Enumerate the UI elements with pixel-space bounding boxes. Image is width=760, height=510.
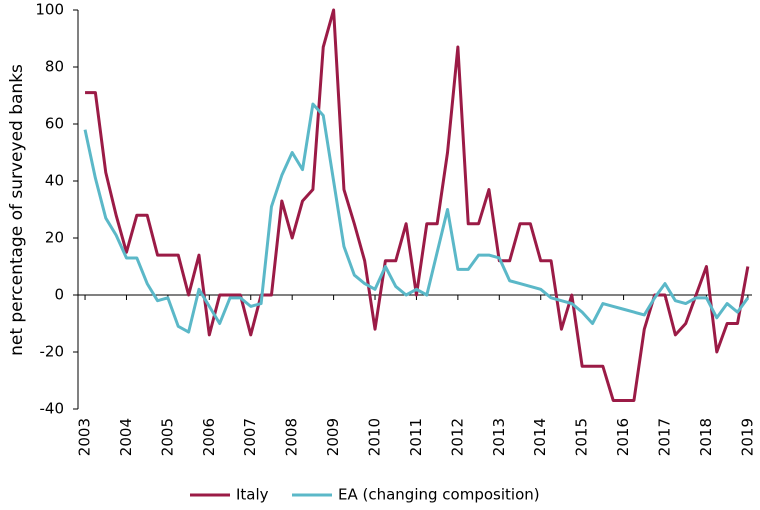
y-axis-label: net percentage of surveyed banks [7, 64, 27, 356]
x-tick-label: 2016 [614, 418, 632, 456]
x-tick-label: 2004 [117, 418, 135, 456]
x-tick-label: 2012 [448, 418, 466, 456]
x-tick-label: 2015 [573, 418, 591, 456]
y-tick-label: 60 [45, 115, 64, 133]
x-tick-label: 2009 [324, 418, 342, 456]
y-tick-label: 80 [45, 58, 64, 76]
x-tick-label: 2005 [158, 418, 176, 456]
x-tick-label: 2014 [531, 418, 549, 456]
x-tick-label: 2018 [697, 418, 715, 456]
legend-label: EA (changing composition) [338, 486, 540, 504]
x-tick-label: 2003 [76, 418, 94, 456]
x-tick-label: 2006 [200, 418, 218, 456]
y-tick-label: 40 [45, 172, 64, 190]
y-tick-label: 0 [54, 286, 64, 304]
x-tick-label: 2008 [283, 418, 301, 456]
line-series [83, 102, 750, 334]
y-tick-label: -20 [40, 343, 65, 361]
y-tick-label: 100 [35, 1, 64, 19]
x-tick-label: 2007 [241, 418, 259, 456]
x-tick-label: 2011 [407, 418, 425, 456]
x-tick-label: 2013 [490, 418, 508, 456]
x-tick-label: 2019 [738, 418, 756, 456]
x-tick-label: 2010 [366, 418, 384, 456]
x-tick-label: 2017 [656, 418, 674, 456]
y-tick-label: -40 [40, 400, 65, 418]
line-series [85, 8, 750, 402]
legend-label: Italy [236, 486, 269, 504]
y-tick-label: 20 [45, 229, 64, 247]
